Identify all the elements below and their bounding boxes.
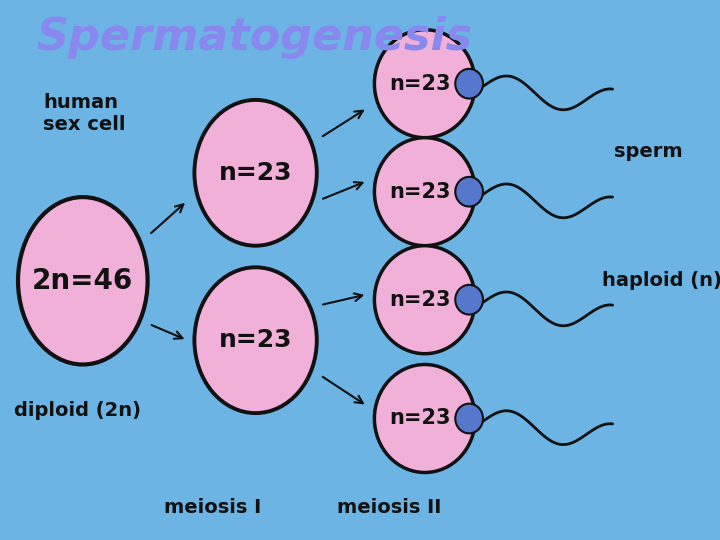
Text: meiosis II: meiosis II (337, 498, 441, 517)
Text: meiosis I: meiosis I (163, 498, 261, 517)
Ellipse shape (455, 69, 483, 98)
Text: n=23: n=23 (389, 408, 451, 429)
Text: n=23: n=23 (389, 289, 451, 310)
Text: n=23: n=23 (389, 181, 451, 202)
Ellipse shape (374, 246, 475, 354)
Text: 2n=46: 2n=46 (32, 267, 133, 295)
Ellipse shape (455, 403, 483, 433)
Ellipse shape (374, 364, 475, 472)
Ellipse shape (374, 30, 475, 138)
Ellipse shape (194, 267, 317, 413)
Text: human
sex cell: human sex cell (43, 93, 126, 134)
Text: sperm: sperm (613, 141, 683, 161)
Ellipse shape (455, 285, 483, 314)
Ellipse shape (194, 100, 317, 246)
Text: diploid (2n): diploid (2n) (14, 401, 141, 420)
Text: n=23: n=23 (389, 73, 451, 94)
Text: n=23: n=23 (219, 161, 292, 185)
Ellipse shape (374, 138, 475, 246)
Text: n=23: n=23 (219, 328, 292, 352)
Text: Spermatogenesis: Spermatogenesis (36, 16, 472, 59)
Text: haploid (n): haploid (n) (603, 271, 720, 291)
Ellipse shape (18, 197, 148, 364)
Ellipse shape (455, 177, 483, 206)
